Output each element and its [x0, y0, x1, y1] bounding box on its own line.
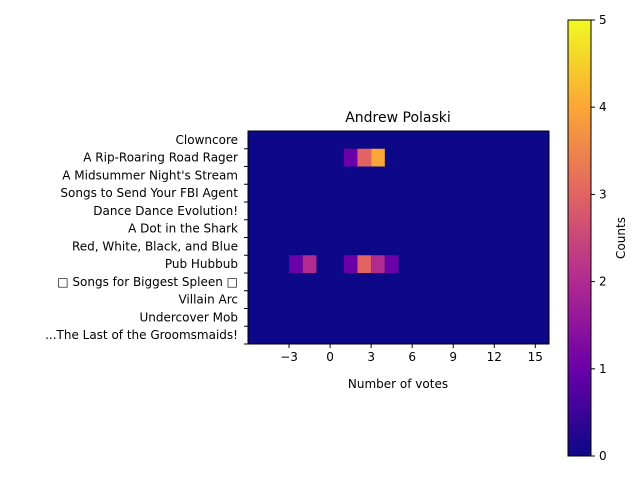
colorbar [567, 19, 592, 457]
y-tick-label: □ Songs for Biggest Spleen □ [57, 275, 238, 289]
x-axis-label: Number of votes [348, 377, 448, 391]
colorbar-tick-label: 1 [599, 362, 607, 376]
y-tick-label: A Dot in the Shark [128, 222, 238, 236]
x-tick-label: 0 [326, 350, 334, 364]
plot-background [248, 131, 549, 344]
colorbar-tick-label: 4 [599, 100, 607, 114]
colorbar-label: Counts [614, 217, 628, 259]
x-tick-label: −3 [280, 350, 298, 364]
heatmap-cell [302, 255, 317, 273]
heatmap-cell [371, 148, 385, 167]
heatmap-cell [371, 255, 385, 273]
y-tick-label: Clowncore [176, 133, 238, 147]
heatmap-cell [384, 255, 399, 273]
y-tick-label: Pub Hubbub [165, 257, 238, 271]
y-tick-label: Songs to Send Your FBI Agent [60, 186, 238, 200]
heatmap-cell [357, 255, 372, 273]
chart-title: Andrew Polaski [345, 110, 451, 126]
y-tick-label: ...The Last of the Groomsmaids! [45, 328, 238, 342]
heatmap-cell [343, 255, 358, 273]
x-tick-label: 15 [528, 350, 543, 364]
y-tick-label: Red, White, Black, and Blue [72, 239, 238, 253]
heatmap-cells [289, 148, 399, 273]
x-tick-label: 12 [487, 350, 502, 364]
y-tick-label: A Midsummer Night's Stream [62, 168, 238, 182]
y-tick-label: Villain Arc [178, 293, 238, 307]
colorbar-tick-label: 0 [599, 449, 607, 463]
heatmap-cell [357, 148, 372, 167]
colorbar-tick-label: 3 [599, 187, 607, 201]
x-tick-label: 9 [449, 350, 457, 364]
colorbar-tick-label: 5 [599, 13, 607, 27]
heatmap-cell [289, 255, 303, 273]
y-tick-label: Dance Dance Evolution! [93, 204, 238, 218]
heatmap-cell [343, 148, 358, 167]
colorbar-axis: 0 1 2 3 4 5 [591, 13, 607, 463]
y-tick-label: Undercover Mob [139, 310, 238, 324]
x-axis: −3 0 3 6 9 12 15 [280, 344, 543, 364]
y-tick-label: A Rip-Roaring Road Rager [83, 151, 238, 165]
x-tick-label: 6 [408, 350, 416, 364]
x-tick-label: 3 [367, 350, 375, 364]
y-axis: Clowncore A Rip-Roaring Road Rager A Midsu… [45, 133, 248, 345]
colorbar-tick-label: 2 [599, 275, 607, 289]
